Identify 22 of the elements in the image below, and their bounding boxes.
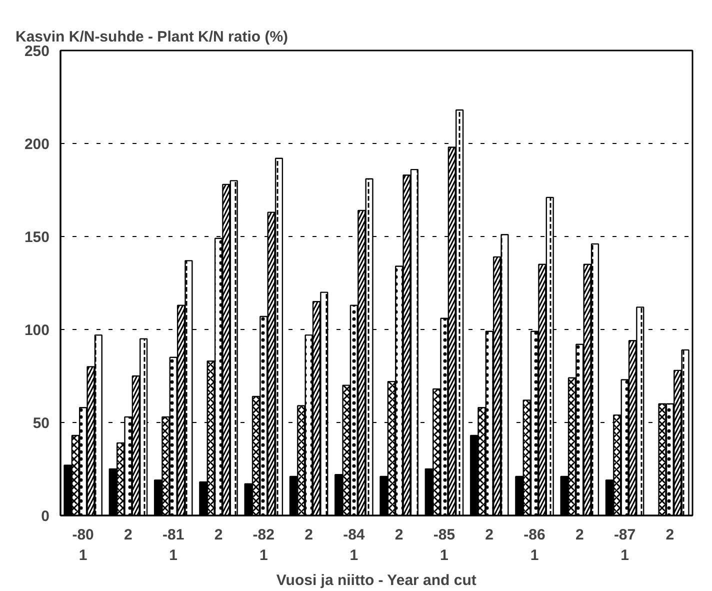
x-tick-label: -87 1 <box>614 526 636 564</box>
y-tick-label: 150 <box>24 229 50 246</box>
x-tick-label: -80 1 <box>72 526 94 564</box>
x-tick-label: 2 <box>575 526 584 544</box>
x-axis-title: Vuosi ja niitto - Year and cut <box>276 572 476 589</box>
chart-title: Kasvin K/N-suhde - Plant K/N ratio (%) <box>16 28 288 46</box>
x-tick-label: 2 <box>394 526 404 544</box>
x-tick-label: 2 <box>124 526 132 544</box>
x-tick-label: 2 <box>304 526 313 544</box>
x-tick-label: 2 <box>214 526 223 544</box>
y-tick-label: 100 <box>24 322 50 339</box>
y-tick-label: 250 <box>24 43 50 60</box>
x-tick-label: -82 1 <box>252 526 274 564</box>
x-tick-label: -84 1 <box>343 526 366 564</box>
y-tick-label: 0 <box>41 508 50 525</box>
x-tick-label: -81 1 <box>162 526 184 564</box>
y-tick-label: 200 <box>24 136 50 153</box>
x-tick-label: -86 1 <box>524 526 546 564</box>
x-tick-label: 2 <box>666 526 674 544</box>
y-tick-label: 50 <box>32 415 50 432</box>
x-tick-label: 2 <box>485 526 494 544</box>
x-tick-label: -85 1 <box>433 526 456 564</box>
